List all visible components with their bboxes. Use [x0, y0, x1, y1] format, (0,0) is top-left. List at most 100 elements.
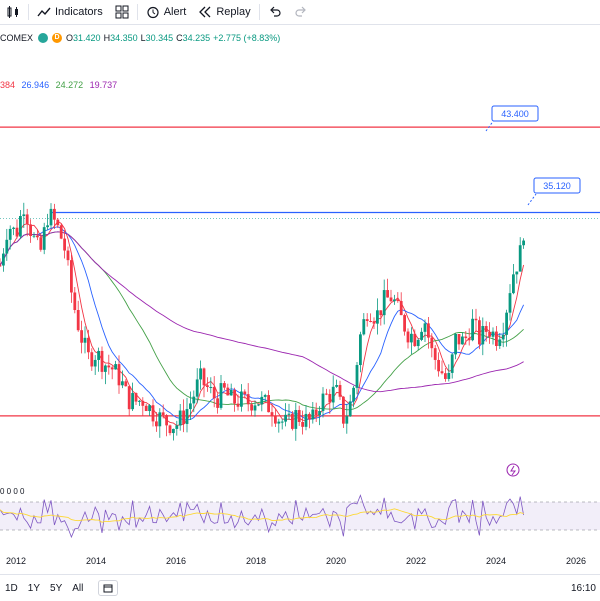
- candle-body: [168, 425, 172, 434]
- candle-body: [185, 409, 189, 424]
- candle-body: [148, 405, 151, 412]
- candle-body: [165, 415, 168, 426]
- candle-body: [461, 336, 464, 345]
- candle-body: [25, 214, 29, 225]
- candle-body: [450, 354, 454, 373]
- interval-badge: D: [52, 33, 63, 43]
- indicators-icon: [37, 7, 51, 17]
- indicators-button[interactable]: Indicators: [31, 0, 109, 24]
- candle-style-icon: [7, 6, 18, 18]
- candle-body: [182, 410, 185, 424]
- candle-body: [138, 400, 141, 402]
- candle-body: [216, 398, 219, 408]
- candle-body: [359, 334, 362, 366]
- rsi-pane[interactable]: [0, 494, 600, 539]
- candle-body: [454, 333, 457, 355]
- candle-body: [328, 393, 332, 403]
- candle-body: [396, 299, 400, 302]
- range-all-button[interactable]: All: [72, 582, 84, 594]
- candle-body: [76, 310, 80, 331]
- candle-body: [274, 416, 277, 424]
- candle-body: [297, 410, 301, 422]
- ma3-value: 24.272: [55, 80, 84, 90]
- high-label: H: [103, 33, 111, 43]
- candle-body: [46, 225, 49, 228]
- candle-body: [107, 365, 111, 368]
- price-pane[interactable]: [0, 126, 600, 441]
- alert-button[interactable]: Alert: [140, 0, 193, 24]
- symbol-legend: COMEX D O 31.420 H 34.350 L 30.345 C 34.235 …: [0, 33, 283, 43]
- symbol-name[interactable]: COMEX: [0, 33, 34, 43]
- toolbar-divider: [136, 4, 138, 20]
- moving-average-values: 384 26.946 24.272 19.737: [0, 80, 121, 90]
- indicator-templates-button[interactable]: [109, 0, 135, 24]
- candle-body: [104, 365, 107, 372]
- candle-body: [87, 337, 90, 353]
- candle-body: [263, 395, 267, 397]
- candle-body: [508, 293, 512, 313]
- candle-body: [379, 310, 383, 316]
- year-tick-label: 2018: [246, 556, 266, 566]
- candle-body: [114, 364, 117, 370]
- candle-body: [464, 336, 468, 339]
- rsi-band: [0, 502, 600, 530]
- candle-body: [202, 368, 206, 386]
- indicators-label: Indicators: [55, 6, 103, 18]
- top-toolbar: Indicators Alert Replay: [0, 0, 600, 25]
- candle-body: [199, 368, 202, 380]
- candle-body: [29, 224, 32, 237]
- range-1d-button[interactable]: 1D: [5, 582, 18, 594]
- bottom-toolbar: 1D 1Y 5Y All 16:10: [0, 574, 600, 601]
- candle-body: [318, 411, 321, 415]
- candle-body: [389, 297, 393, 302]
- candle-body: [155, 421, 158, 427]
- undo-button[interactable]: [262, 0, 288, 24]
- flash-icon[interactable]: [506, 463, 520, 477]
- replay-button[interactable]: Replay: [192, 0, 256, 24]
- candle-body: [141, 400, 145, 406]
- candle-body: [240, 391, 243, 407]
- price-chart[interactable]: 43.400 35.120 0 0 0 0 2012 2014 2016 2018 20…: [0, 90, 600, 572]
- candle-body: [416, 339, 420, 347]
- calendar-icon: [103, 584, 113, 593]
- date-range-button[interactable]: [98, 580, 119, 596]
- candle-body: [376, 310, 379, 324]
- candle-body: [236, 403, 240, 407]
- candle-body: [314, 409, 318, 415]
- candle-body: [352, 387, 355, 402]
- rsi-line: [0, 494, 524, 539]
- bar-style-button[interactable]: [0, 0, 26, 24]
- candle-body: [246, 394, 250, 405]
- candle-body: [250, 404, 253, 411]
- candle-body: [420, 331, 423, 340]
- toolbar-divider: [28, 4, 29, 20]
- candle-body: [386, 290, 389, 298]
- candle-body: [284, 414, 287, 422]
- close-value: 34.235: [182, 33, 211, 43]
- candle-body: [144, 405, 148, 412]
- ma1-value: 384: [0, 80, 16, 90]
- year-tick-label: 2016: [166, 556, 186, 566]
- candle-body: [345, 416, 349, 424]
- candle-body: [257, 404, 260, 406]
- alarm-clock-icon: [147, 6, 159, 19]
- candle-body: [348, 401, 352, 417]
- candle-body: [430, 337, 434, 349]
- range-1y-button[interactable]: 1Y: [27, 582, 41, 594]
- candle-body: [294, 410, 298, 429]
- market-status-icon: [38, 33, 49, 43]
- candle-body: [369, 320, 372, 322]
- rsi-signal-line: [0, 508, 524, 523]
- candle-body: [206, 385, 209, 388]
- candle-body: [49, 208, 53, 226]
- redo-button[interactable]: [288, 0, 314, 24]
- clock-time: 16:10: [570, 583, 596, 594]
- candle-body: [36, 235, 39, 238]
- candle-body: [80, 330, 83, 343]
- candle-body: [192, 396, 196, 404]
- candle-body: [355, 365, 359, 388]
- range-5y-button[interactable]: 5Y: [50, 582, 63, 594]
- year-tick-label: 2014: [86, 556, 106, 566]
- candle-body: [444, 373, 447, 379]
- time-axis[interactable]: 2012 2014 2016 2018 2020 2022 2024 2026: [6, 556, 586, 566]
